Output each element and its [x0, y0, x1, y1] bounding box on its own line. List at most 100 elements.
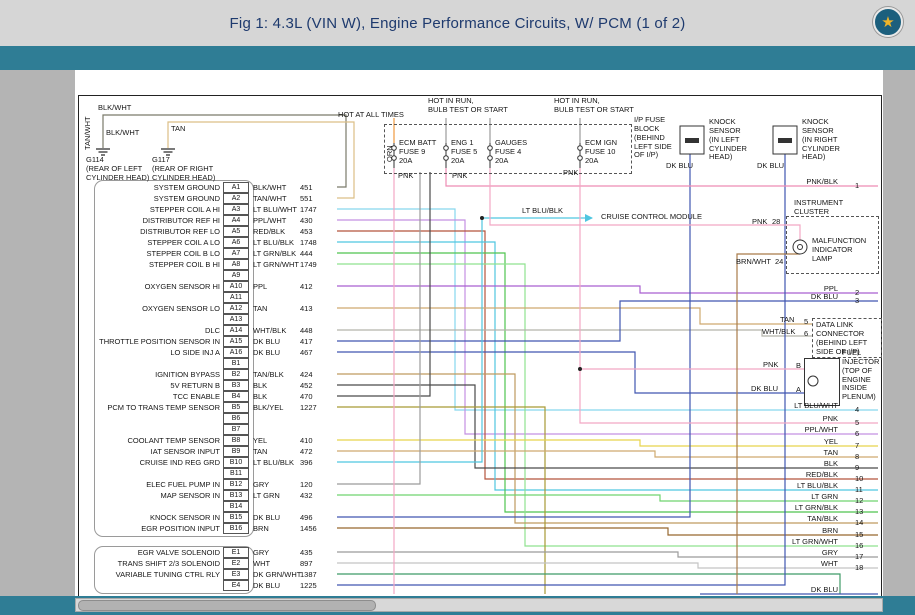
edge-cavity-number: 18	[855, 563, 864, 572]
edge-cavity-number: 4	[855, 405, 860, 414]
pin-id: B10	[223, 456, 249, 468]
pin-function-label: THROTTLE POSITION SENSOR IN	[99, 336, 220, 346]
pin-id: E3	[223, 568, 249, 580]
wire-label-blk-wht-top: BLK/WHT	[98, 103, 132, 112]
pin-circuit-number: 496	[300, 512, 313, 522]
pin-wire-color: LT GRN	[253, 490, 280, 500]
pin-circuit-number: 1225	[300, 580, 317, 590]
pin-wire-color: LT GRN/WHT	[253, 259, 299, 269]
pin-function-label: SYSTEM GROUND	[153, 193, 220, 203]
pin-wire-color: DK BLU	[253, 347, 281, 357]
pcm-pin-row-A12: OXYGEN SENSOR LO A12 TAN 413	[96, 302, 330, 314]
scrollbar-thumb[interactable]	[78, 600, 376, 611]
wire-label-orn-vertical: ORN	[385, 145, 394, 162]
edge-wire-color: GRY	[821, 548, 838, 557]
pin-circuit-number: 451	[300, 182, 313, 192]
pin-function-label: TRANS SHIFT 2/3 SOLENOID	[117, 558, 220, 568]
pcm-pin-row-B5: PCM TO TRANS TEMP SENSOR B5 BLK/YEL 1227	[96, 401, 330, 413]
pcm-pin-row-B8: COOLANT TEMP SENSOR B8 YEL 410	[96, 434, 330, 446]
pin-circuit-number: 120	[300, 479, 313, 489]
pin-function-label: TCC ENABLE	[172, 391, 220, 401]
pin-circuit-number: 435	[300, 547, 313, 557]
pin-id: A10	[223, 280, 249, 292]
ip-fuse-block-box	[384, 124, 632, 174]
pin-id: B9	[223, 445, 249, 457]
pcm-connector-box-ab	[94, 180, 254, 537]
cavity-24-label: 24	[775, 257, 784, 266]
pin-function-label: IGNITION BYPASS	[155, 369, 220, 379]
knock-sensor-right-label: KNOCK SENSOR (IN RIGHT CYLINDER HEAD)	[802, 117, 840, 162]
pcm-pin-row-B7: B7	[96, 423, 330, 435]
wire-label-pnk-injector: PNK	[763, 360, 779, 369]
pin-function-label: OXYGEN SENSOR HI	[144, 281, 220, 291]
mil-label: MALFUNCTION INDICATOR LAMP	[812, 236, 867, 263]
pin-circuit-number: 1387	[300, 569, 317, 579]
pin-wire-color: PPL	[253, 281, 268, 291]
wire-label-pnk-2: PNK	[452, 171, 468, 180]
fuse-label-3: GAUGES FUSE 4 20A	[495, 138, 528, 165]
pin-wire-color: BLK	[253, 380, 268, 390]
edge-cavity-number: 2	[855, 288, 860, 297]
pin-function-label: ELEC FUEL PUMP IN	[146, 479, 220, 489]
pin-circuit-number: 430	[300, 215, 313, 225]
pin-id: A1	[223, 181, 249, 193]
wire-label-lt-blu-blk-cruise: LT BLU/BLK	[522, 206, 563, 215]
pin-wire-color: TAN	[253, 303, 268, 313]
edge-wire-color: BRN	[822, 526, 838, 535]
cruise-control-module-label: CRUISE CONTROL MODULE	[601, 212, 702, 221]
pin-circuit-number: 453	[300, 226, 313, 236]
pcm-pin-row-A16: LO SIDE INJ A A16 DK BLU 467	[96, 346, 330, 358]
pin-id: B7	[223, 423, 249, 435]
pin-id: A11	[223, 291, 249, 303]
edge-wire-color: DK BLU	[810, 585, 838, 594]
pin-wire-color: BLK	[253, 391, 268, 401]
pcm-pin-row-B10: CRUISE IND REG GRD B10 LT BLU/BLK 396	[96, 456, 330, 468]
pin-id: B1	[223, 357, 249, 369]
edge-cavity-number: 7	[855, 441, 860, 450]
pcm-pin-row-A6: STEPPER COIL A LO A6 LT BLU/BLK 1748	[96, 236, 330, 248]
pin-wire-color: RED/BLK	[253, 226, 286, 236]
edge-cavity-number: 13	[855, 507, 864, 516]
pin-function-label: EGR POSITION INPUT	[141, 523, 220, 533]
fuel-injector-box	[804, 358, 840, 406]
pin-circuit-number: 396	[300, 457, 313, 467]
edge-wire-color: LT GRN/BLK	[794, 503, 838, 512]
pin-id: B6	[223, 412, 249, 424]
pin-id: A9	[223, 269, 249, 281]
edge-cavity-number: 17	[855, 552, 864, 561]
pin-id: B16	[223, 522, 249, 534]
instrument-cluster-label: INSTRUMENT CLUSTER	[794, 198, 844, 216]
pin-id: A16	[223, 346, 249, 358]
data-link-connector-box	[812, 318, 882, 358]
pin-function-label: OXYGEN SENSOR LO	[142, 303, 220, 313]
wire-label-pnk-1: PNK	[398, 171, 414, 180]
pin-id: A2	[223, 192, 249, 204]
pin-function-label: CRUISE IND REG GRD	[139, 457, 220, 467]
pin-id: B15	[223, 511, 249, 523]
pin-wire-color: DK BLU	[253, 336, 281, 346]
edge-wire-color: LT BLU/WHT	[794, 401, 838, 410]
star-icon: ★	[881, 13, 895, 31]
favorite-button[interactable]: ★	[873, 7, 903, 37]
pin-circuit-number: 470	[300, 391, 313, 401]
pcm-pin-row-B2: IGNITION BYPASS B2 TAN/BLK 424	[96, 368, 330, 380]
cavity-a-label: A	[796, 385, 802, 394]
pin-id: A3	[223, 203, 249, 215]
edge-cavity-number: 16	[855, 541, 864, 550]
ground-g114-label: G114 (REAR OF LEFT CYLINDER HEAD)	[86, 155, 150, 182]
wire-label-tan-dlc: TAN	[780, 315, 795, 324]
pin-wire-color: DK BLU	[253, 580, 281, 590]
pcm-pin-row-A8: STEPPER COIL B HI A8 LT GRN/WHT 1749	[96, 258, 330, 270]
pcm-pin-row-E2: TRANS SHIFT 2/3 SOLENOID E2 WHT 897	[96, 557, 330, 569]
wire-label-tan-wht-vertical: TAN/WHT	[83, 116, 92, 150]
pin-circuit-number: 467	[300, 347, 313, 357]
pcm-pin-row-B16: EGR POSITION INPUT B16 BRN 1456	[96, 522, 330, 534]
pin-id: A5	[223, 225, 249, 237]
pin-wire-color: DK BLU	[253, 512, 281, 522]
pin-circuit-number: 413	[300, 303, 313, 313]
pin-circuit-number: 1747	[300, 204, 317, 214]
pin-function-label: STEPPER COIL A LO	[147, 237, 220, 247]
horizontal-scrollbar[interactable]	[75, 598, 883, 612]
pin-id: A13	[223, 313, 249, 325]
pin-id: E1	[223, 546, 249, 558]
